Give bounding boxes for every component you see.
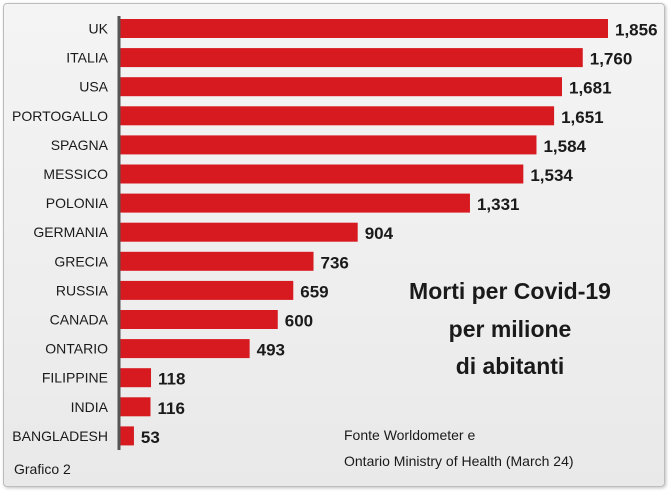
value-label-germania: 904 [365, 224, 394, 243]
category-label-messico: MESSICO [43, 166, 108, 182]
category-label-spagna: SPAGNA [51, 137, 109, 153]
bar-india [120, 397, 151, 417]
figure-footer-label: Grafico 2 [14, 461, 71, 477]
bar-canada [120, 310, 278, 329]
bar-ontario [120, 339, 250, 359]
bar-russia [120, 280, 294, 300]
category-label-bangladesh: BANGLADESH [12, 428, 108, 444]
bar-filippine [120, 368, 152, 388]
value-label-portogallo: 1,651 [561, 108, 604, 127]
source-line-1: Fonte Worldometer e [344, 427, 475, 443]
category-label-canada: CANADA [50, 312, 109, 328]
value-label-russia: 659 [300, 282, 328, 301]
chart-title-line-1: Morti per Covid-19 [409, 278, 611, 304]
value-labels-group: 1,856 1,760 1,681 1,651 1,584 1,534 1,331 904 73… [141, 21, 658, 447]
bar-usa [120, 77, 562, 97]
category-label-grecia: GRECIA [54, 253, 108, 269]
bar-messico [120, 164, 524, 184]
category-label-usa: USA [79, 79, 108, 95]
category-label-ontario: ONTARIO [45, 341, 108, 357]
bar-bangladesh [120, 426, 134, 446]
bar-spagna [120, 135, 537, 155]
chart-frame: UK ITALIA USA PORTOGALLO SPAGNA MESSICO POLONI… [3, 3, 665, 487]
category-label-italia: ITALIA [66, 50, 108, 66]
value-label-india: 116 [158, 399, 185, 418]
value-label-polonia: 1,331 [477, 195, 520, 214]
value-label-filippine: 118 [158, 370, 185, 389]
chart-title-line-3: di abitanti [456, 353, 565, 379]
value-label-italia: 1,760 [590, 50, 633, 69]
source-line-2: Ontario Ministry of Health (March 24) [344, 453, 574, 469]
value-label-messico: 1,534 [530, 166, 573, 185]
category-label-india: INDIA [71, 399, 109, 415]
bar-italia [120, 48, 583, 68]
value-label-spagna: 1,584 [543, 137, 586, 156]
bar-germania [120, 222, 358, 242]
value-label-bangladesh: 53 [141, 428, 160, 447]
chart-title-line-2: per milione [449, 316, 572, 342]
category-label-portogallo: PORTOGALLO [12, 108, 108, 124]
value-label-uk: 1,856 [615, 21, 658, 40]
category-label-uk: UK [89, 21, 109, 37]
category-label-germania: GERMANIA [33, 224, 108, 240]
bar-uk [120, 19, 608, 38]
category-labels-group: UK ITALIA USA PORTOGALLO SPAGNA MESSICO POLONI… [12, 21, 109, 444]
category-label-polonia: POLONIA [46, 195, 109, 211]
value-label-grecia: 736 [321, 253, 349, 272]
bar-grecia [120, 251, 314, 271]
value-label-usa: 1,681 [569, 79, 612, 98]
bar-chart: UK ITALIA USA PORTOGALLO SPAGNA MESSICO POLONI… [12, 16, 658, 477]
value-label-ontario: 493 [257, 341, 285, 360]
value-label-canada: 600 [285, 312, 313, 331]
bars-group [120, 19, 608, 446]
bar-portogallo [120, 106, 555, 126]
category-label-filippine: FILIPPINE [42, 370, 108, 386]
category-label-russia: RUSSIA [56, 282, 109, 298]
bar-polonia [120, 193, 470, 213]
